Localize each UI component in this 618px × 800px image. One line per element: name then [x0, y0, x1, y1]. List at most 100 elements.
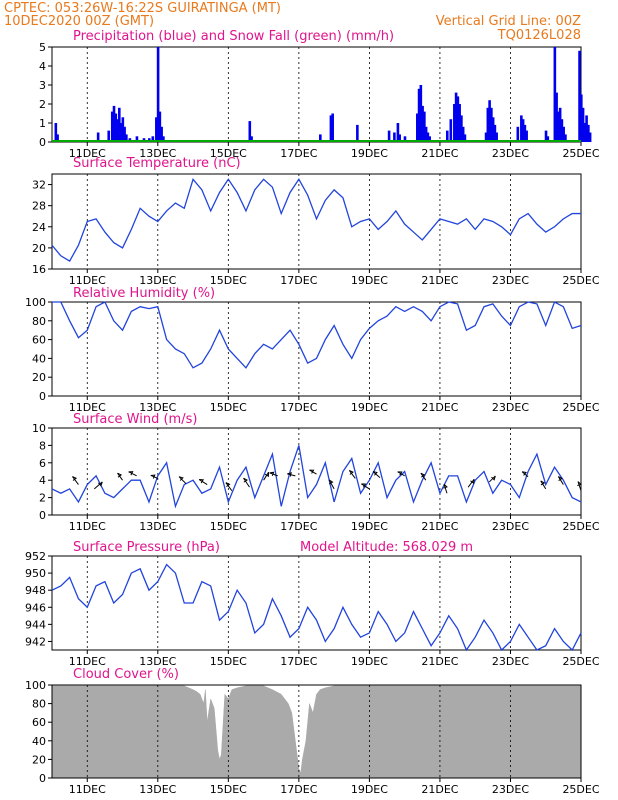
precipitation-bar — [250, 136, 253, 142]
precipitation-x-tick-label: 19DEC — [351, 147, 388, 160]
precipitation-bar — [578, 50, 581, 142]
humidity-y-tick-label: 60 — [32, 334, 46, 347]
temperature-y-tick-label: 28 — [32, 200, 46, 213]
precipitation-bar — [583, 123, 587, 142]
wind-x-tick-label: 17DEC — [280, 520, 317, 533]
pressure-title: Surface Pressure (hPa) — [73, 540, 220, 555]
precipitation-bar — [125, 134, 128, 142]
wind-y-tick-label: 8 — [39, 439, 46, 452]
precipitation-bar — [490, 107, 493, 142]
precipitation-bar — [396, 123, 400, 142]
header-grid-note: Vertical Grid Line: 00Z — [436, 14, 581, 29]
pressure-x-tick-label: 13DEC — [139, 655, 176, 668]
wind-arrow — [488, 475, 496, 483]
precipitation-x-tick-label: 23DEC — [492, 147, 529, 160]
wind-y-tick-label: 4 — [39, 474, 46, 487]
cloud-x-tick-label: 21DEC — [421, 783, 458, 796]
precipitation-bar — [426, 132, 430, 142]
precipitation-bar — [116, 119, 119, 142]
wind-x-tick-label: 15DEC — [210, 520, 247, 533]
pressure-series-line — [51, 563, 582, 652]
wind-arrow — [557, 476, 564, 485]
temperature-y-tick-label: 32 — [32, 179, 46, 192]
precipitation-bar — [393, 132, 396, 142]
pressure-y-tick-label: 942 — [25, 635, 46, 648]
precipitation-bar — [114, 113, 118, 142]
model-altitude: Model Altitude: 568.029 m — [300, 540, 473, 555]
humidity-y-tick-label: 20 — [32, 371, 46, 384]
precipitation-x-tick-label: 17DEC — [280, 147, 317, 160]
wind-arrow — [467, 478, 475, 488]
precipitation-x-tick-label: 13DEC — [139, 147, 176, 160]
precipitation-bar — [555, 92, 558, 142]
wind-arrow — [348, 470, 356, 479]
humidity-x-tick-label: 17DEC — [280, 401, 317, 414]
cloud-y-tick-label: 100 — [25, 679, 46, 692]
precipitation-bar — [135, 136, 139, 142]
precipitation-bar — [151, 136, 155, 142]
precipitation-bar — [560, 119, 564, 142]
wind-y-tick-label: 0 — [39, 509, 46, 522]
precipitation-bar — [463, 134, 467, 142]
wind-arrow — [420, 472, 427, 481]
wind-arrow-head — [349, 470, 354, 475]
pressure-x-tick-label: 25DEC — [562, 655, 599, 668]
precipitation-y-tick-label: 2 — [39, 98, 46, 111]
precipitation-bar — [423, 111, 426, 142]
wind-arrow — [128, 471, 137, 477]
precipitation-bar — [421, 105, 424, 142]
humidity-frame — [51, 301, 582, 397]
temperature-x-tick-label: 11DEC — [69, 274, 106, 287]
precipitation-bar — [398, 134, 401, 142]
wind-series-line — [51, 445, 582, 509]
cloud-title: Cloud Cover (%) — [73, 667, 179, 682]
wind-arrow-head — [269, 471, 275, 477]
precipitation-bar — [516, 126, 520, 142]
humidity-x-tick-label: 25DEC — [562, 401, 599, 414]
pressure-frame — [51, 555, 582, 651]
precipitation-bar — [562, 126, 565, 142]
pressure-x-tick-label: 11DEC — [69, 655, 106, 668]
cloud-y-tick-label: 60 — [32, 716, 46, 729]
pressure-y-tick-label: 946 — [25, 601, 46, 614]
precipitation-bar — [587, 124, 590, 142]
header-station: CPTEC: 053:26W-16:22S GUIRATINGA (MT) — [4, 1, 281, 16]
wind-frame — [51, 427, 582, 516]
wind-x-tick-label: 19DEC — [351, 520, 388, 533]
wind-arrow — [309, 469, 317, 475]
temperature-series-line — [51, 177, 581, 262]
precipitation-x-tick-label: 25DEC — [562, 147, 599, 160]
temperature-y-tick-label: 20 — [32, 242, 46, 255]
precipitation-bar — [495, 132, 498, 142]
precipitation-bar — [557, 111, 560, 142]
precipitation-bar — [453, 104, 456, 142]
temperature-y-tick-label: 24 — [32, 221, 46, 234]
pressure-x-tick-label: 23DEC — [492, 655, 529, 668]
cloud-x-tick-label: 23DEC — [492, 783, 529, 796]
wind-arrow-head — [72, 476, 78, 481]
precipitation-bar — [454, 92, 458, 142]
wind-x-tick-label: 13DEC — [139, 520, 176, 533]
precipitation-bar — [419, 85, 423, 142]
pressure-x-tick-label: 19DEC — [351, 655, 388, 668]
precipitation-bar — [585, 115, 588, 142]
wind-arrow-head — [264, 472, 270, 478]
wind-arrow-head — [117, 472, 123, 478]
precipitation-bar — [580, 94, 583, 142]
header-model: TQ0126L028 — [497, 28, 581, 43]
temperature-x-tick-label: 23DEC — [492, 274, 529, 287]
wind-arrow — [361, 483, 370, 490]
pressure-y-tick-label: 952 — [25, 550, 46, 563]
precipitation-bar — [329, 115, 333, 142]
wind-arrow — [117, 472, 123, 481]
wind-x-tick-label: 23DEC — [492, 520, 529, 533]
precipitation-bar — [493, 124, 497, 142]
temperature-y-tick-label: 16 — [32, 263, 46, 276]
cloud-frame — [51, 684, 582, 779]
precipitation-x-tick-label: 11DEC — [69, 147, 106, 160]
wind-arrow-head — [372, 471, 378, 476]
precipitation-x-tick-label: 21DEC — [421, 147, 458, 160]
humidity-y-tick-label: 40 — [32, 352, 46, 365]
humidity-x-tick-label: 23DEC — [492, 401, 529, 414]
wind-arrow-head — [540, 480, 546, 486]
